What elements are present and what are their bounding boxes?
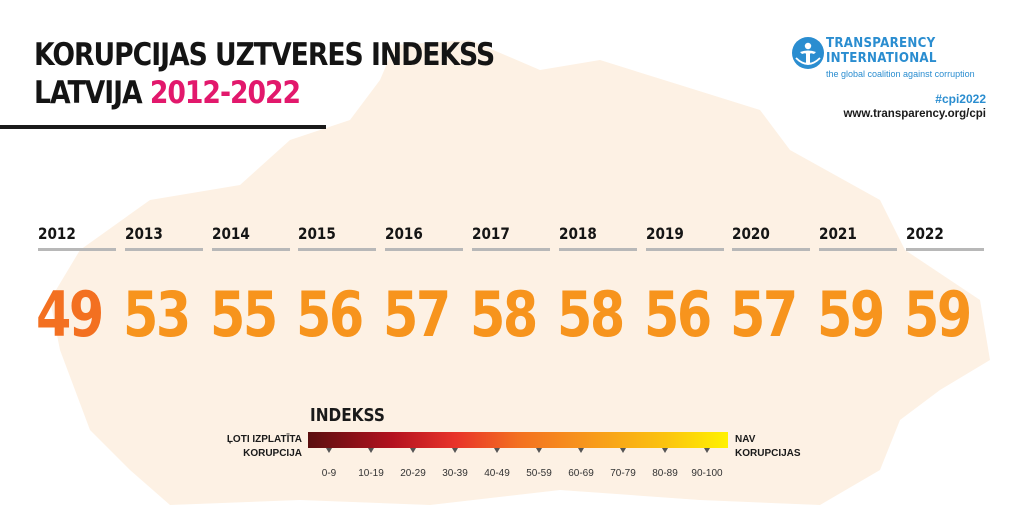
ti-name-line1: TRANSPARENCY — [826, 35, 936, 51]
year-divider — [211, 248, 290, 251]
legend-title: INDEKSS — [310, 405, 385, 426]
year-column: 2016 57 — [383, 224, 465, 351]
legend-left-label-line1: ĻOTI IZPLATĪTA — [226, 434, 302, 445]
legend-color-scale — [308, 432, 728, 453]
year-divider — [906, 248, 984, 251]
legend-right-label-line2: KORUPCIJAS — [735, 448, 801, 459]
legend-tick-marker — [368, 448, 374, 453]
legend-range-label: 50-59 — [526, 468, 552, 479]
title-underline — [0, 125, 326, 129]
year-label: 2019 — [645, 224, 684, 243]
year-score: 58 — [556, 278, 625, 351]
year-label: 2017 — [472, 224, 510, 243]
page-title: KORUPCIJAS UZTVERES INDEKSS — [34, 37, 495, 73]
legend-right-label-line1: NAV — [735, 434, 756, 445]
year-divider — [385, 248, 464, 251]
ti-name: TRANSPARENCY INTERNATIONAL — [826, 36, 937, 66]
year-label: 2015 — [298, 224, 337, 243]
legend-left-label: ĻOTI IZPLATĪTA KORUPCIJA — [227, 433, 302, 461]
year-label: 2022 — [906, 224, 944, 243]
legend-tick-marker — [704, 448, 710, 453]
year-divider — [732, 248, 811, 251]
year-divider — [298, 248, 377, 251]
year-score: 59 — [904, 278, 972, 351]
legend-tick-marker — [536, 448, 542, 453]
legend-tick-marker — [410, 448, 416, 453]
year-divider — [558, 248, 637, 251]
legend-range-label: 90-100 — [691, 468, 723, 479]
ti-tagline: the global coalition against corruption — [826, 69, 975, 79]
legend-range-label: 70-79 — [610, 468, 636, 479]
year-score: 56 — [643, 278, 712, 351]
year-score: 57 — [383, 278, 451, 351]
hashtag[interactable]: #cpi2022 — [935, 92, 986, 106]
legend-tick-marker — [620, 448, 626, 453]
legend-tick-marker — [578, 448, 584, 453]
ti-name-line2: INTERNATIONAL — [826, 50, 937, 66]
year-label: 2012 — [38, 224, 76, 243]
year-label: 2021 — [819, 224, 858, 243]
year-label: 2016 — [385, 224, 424, 243]
year-divider — [38, 248, 116, 251]
legend-range-label: 40-49 — [484, 468, 510, 479]
legend-range-label: 30-39 — [442, 468, 468, 479]
year-column: 2021 59 — [817, 224, 899, 351]
year-divider — [645, 248, 724, 251]
legend-tick-marker — [452, 448, 458, 453]
year-label: 2014 — [211, 224, 250, 243]
legend-range-label: 0-9 — [321, 468, 337, 479]
title-block: KORUPCIJAS UZTVERES INDEKSS LATVIJA 2012… — [34, 36, 569, 112]
year-score: 49 — [36, 278, 104, 351]
legend-tick-marker — [662, 448, 668, 453]
year-score: 53 — [122, 278, 191, 351]
legend-tick-marker — [494, 448, 500, 453]
year-column: 2014 55 — [210, 224, 292, 351]
legend-range-label: 60-69 — [568, 468, 594, 479]
year-score: 59 — [817, 278, 885, 351]
year-column: 2015 56 — [296, 224, 378, 351]
year-label: 2018 — [558, 224, 597, 243]
year-column: 2017 58 — [470, 224, 552, 351]
subtitle-years: 2012-2022 — [149, 75, 301, 111]
year-column: 2022 59 — [904, 224, 986, 351]
year-score: 56 — [296, 278, 364, 351]
subtitle-country: LATVIJA — [34, 75, 143, 111]
year-score: 55 — [209, 278, 278, 351]
legend-range-label: 10-19 — [358, 468, 384, 479]
legend-tick-marker — [326, 448, 332, 453]
year-column: 2013 53 — [123, 224, 205, 351]
cpi-url-link[interactable]: www.transparency.org/cpi — [843, 108, 986, 120]
legend-range-label: 20-29 — [400, 468, 426, 479]
year-column: 2019 56 — [644, 224, 726, 351]
ti-logo-icon — [792, 37, 824, 69]
year-column: 2020 57 — [730, 224, 812, 351]
year-divider — [472, 248, 550, 251]
index-legend: INDEKSS ĻOTI IZPLATĪTA KORUPCIJA NAV KOR… — [220, 405, 820, 495]
legend-left-label-line2: KORUPCIJA — [243, 448, 302, 459]
page-subtitle: LATVIJA 2012-2022 — [34, 74, 494, 112]
legend-right-label: NAV KORUPCIJAS — [735, 433, 801, 461]
year-label: 2020 — [732, 224, 771, 243]
year-score: 58 — [470, 278, 538, 351]
year-score: 57 — [730, 278, 798, 351]
year-column: 2012 49 — [36, 224, 118, 351]
year-column: 2018 58 — [557, 224, 639, 351]
year-divider — [124, 248, 203, 251]
year-label: 2013 — [124, 224, 163, 243]
year-divider — [819, 248, 898, 251]
legend-range-label: 80-89 — [652, 468, 678, 479]
